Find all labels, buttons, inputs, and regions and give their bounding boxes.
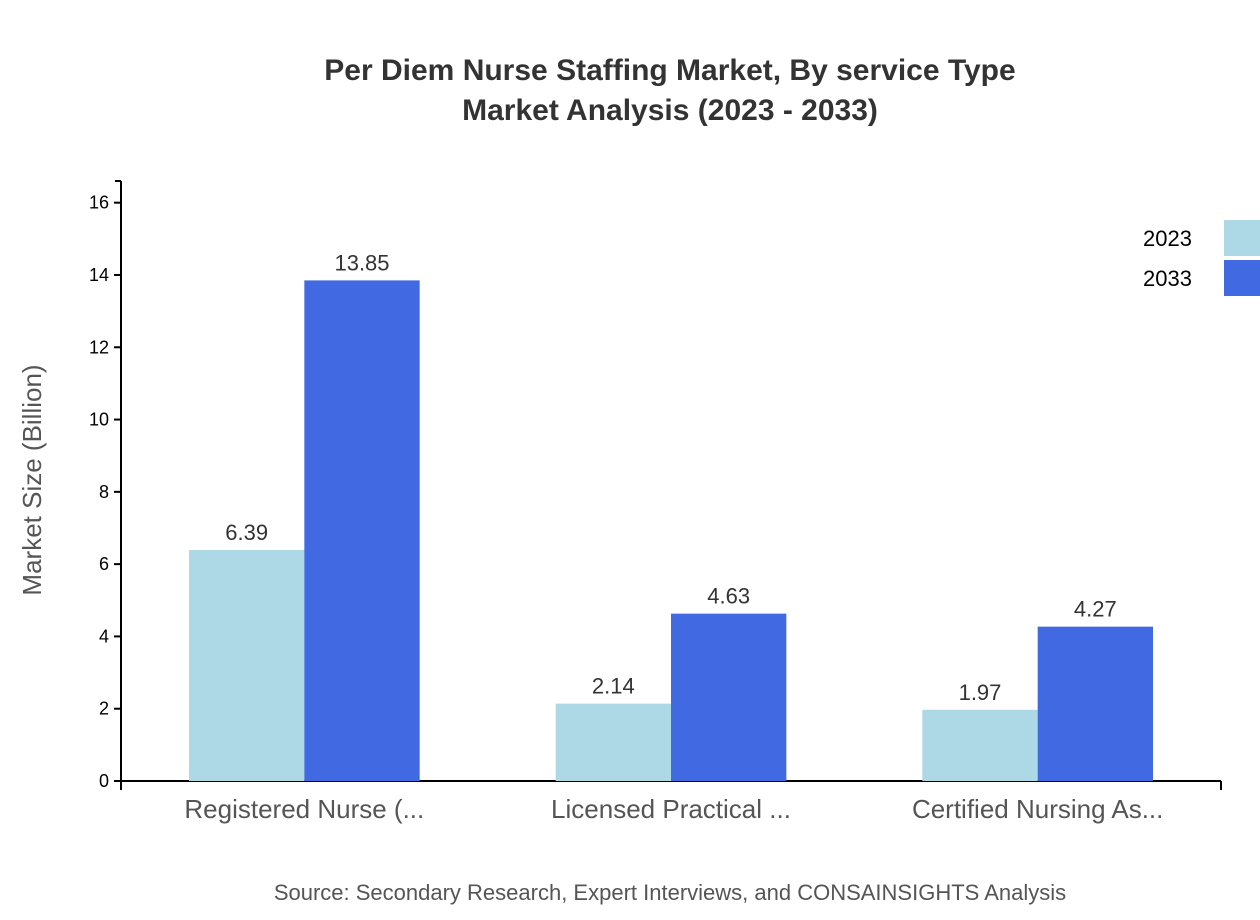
source-note: Source: Secondary Research, Expert Inter… xyxy=(274,880,1066,905)
x-tick-label: Registered Nurse (... xyxy=(184,794,424,824)
legend-swatch-2033 xyxy=(1224,260,1260,296)
bar-2023 xyxy=(189,550,305,781)
data-label: 6.39 xyxy=(225,520,268,545)
chart-title-line-1: Per Diem Nurse Staffing Market, By servi… xyxy=(324,54,1015,87)
legend: 2023 2033 xyxy=(1143,220,1260,296)
legend-label: 2023 xyxy=(1143,226,1192,251)
bar-2023 xyxy=(922,709,1038,781)
y-tick-label: 2 xyxy=(99,699,109,719)
data-label: 4.63 xyxy=(707,584,750,609)
y-tick-label: 6 xyxy=(99,554,109,574)
data-label: 13.85 xyxy=(334,250,389,275)
x-tick-label: Certified Nursing As... xyxy=(912,794,1163,824)
bar-2023 xyxy=(555,703,671,781)
y-tick-label: 10 xyxy=(89,410,109,430)
y-tick-label: 12 xyxy=(89,337,109,357)
y-axis: 0 2 4 6 8 10 12 14 16 xyxy=(89,180,122,791)
chart-title-line-2: Market Analysis (2023 - 2033) xyxy=(462,94,878,127)
legend-swatch-2023 xyxy=(1224,220,1260,256)
y-tick-label: 8 xyxy=(99,482,109,502)
bars: 6.39 13.85 2.14 4.63 1.97 4.27 xyxy=(189,250,1153,781)
bar-2033 xyxy=(1037,626,1153,781)
data-label: 4.27 xyxy=(1074,597,1117,622)
bar-2033 xyxy=(304,280,420,781)
data-label: 2.14 xyxy=(592,674,635,699)
y-tick-label: 0 xyxy=(99,771,109,791)
y-axis-label: Market Size (Billion) xyxy=(17,364,47,595)
legend-label: 2033 xyxy=(1143,266,1192,291)
y-tick-label: 16 xyxy=(89,193,109,213)
x-axis: Registered Nurse (... Licensed Practical … xyxy=(120,780,1222,824)
y-tick-label: 14 xyxy=(89,265,109,285)
data-label: 1.97 xyxy=(959,680,1002,705)
y-tick-label: 4 xyxy=(99,626,109,646)
bar-2033 xyxy=(671,613,787,781)
x-tick-label: Licensed Practical ... xyxy=(551,794,791,824)
